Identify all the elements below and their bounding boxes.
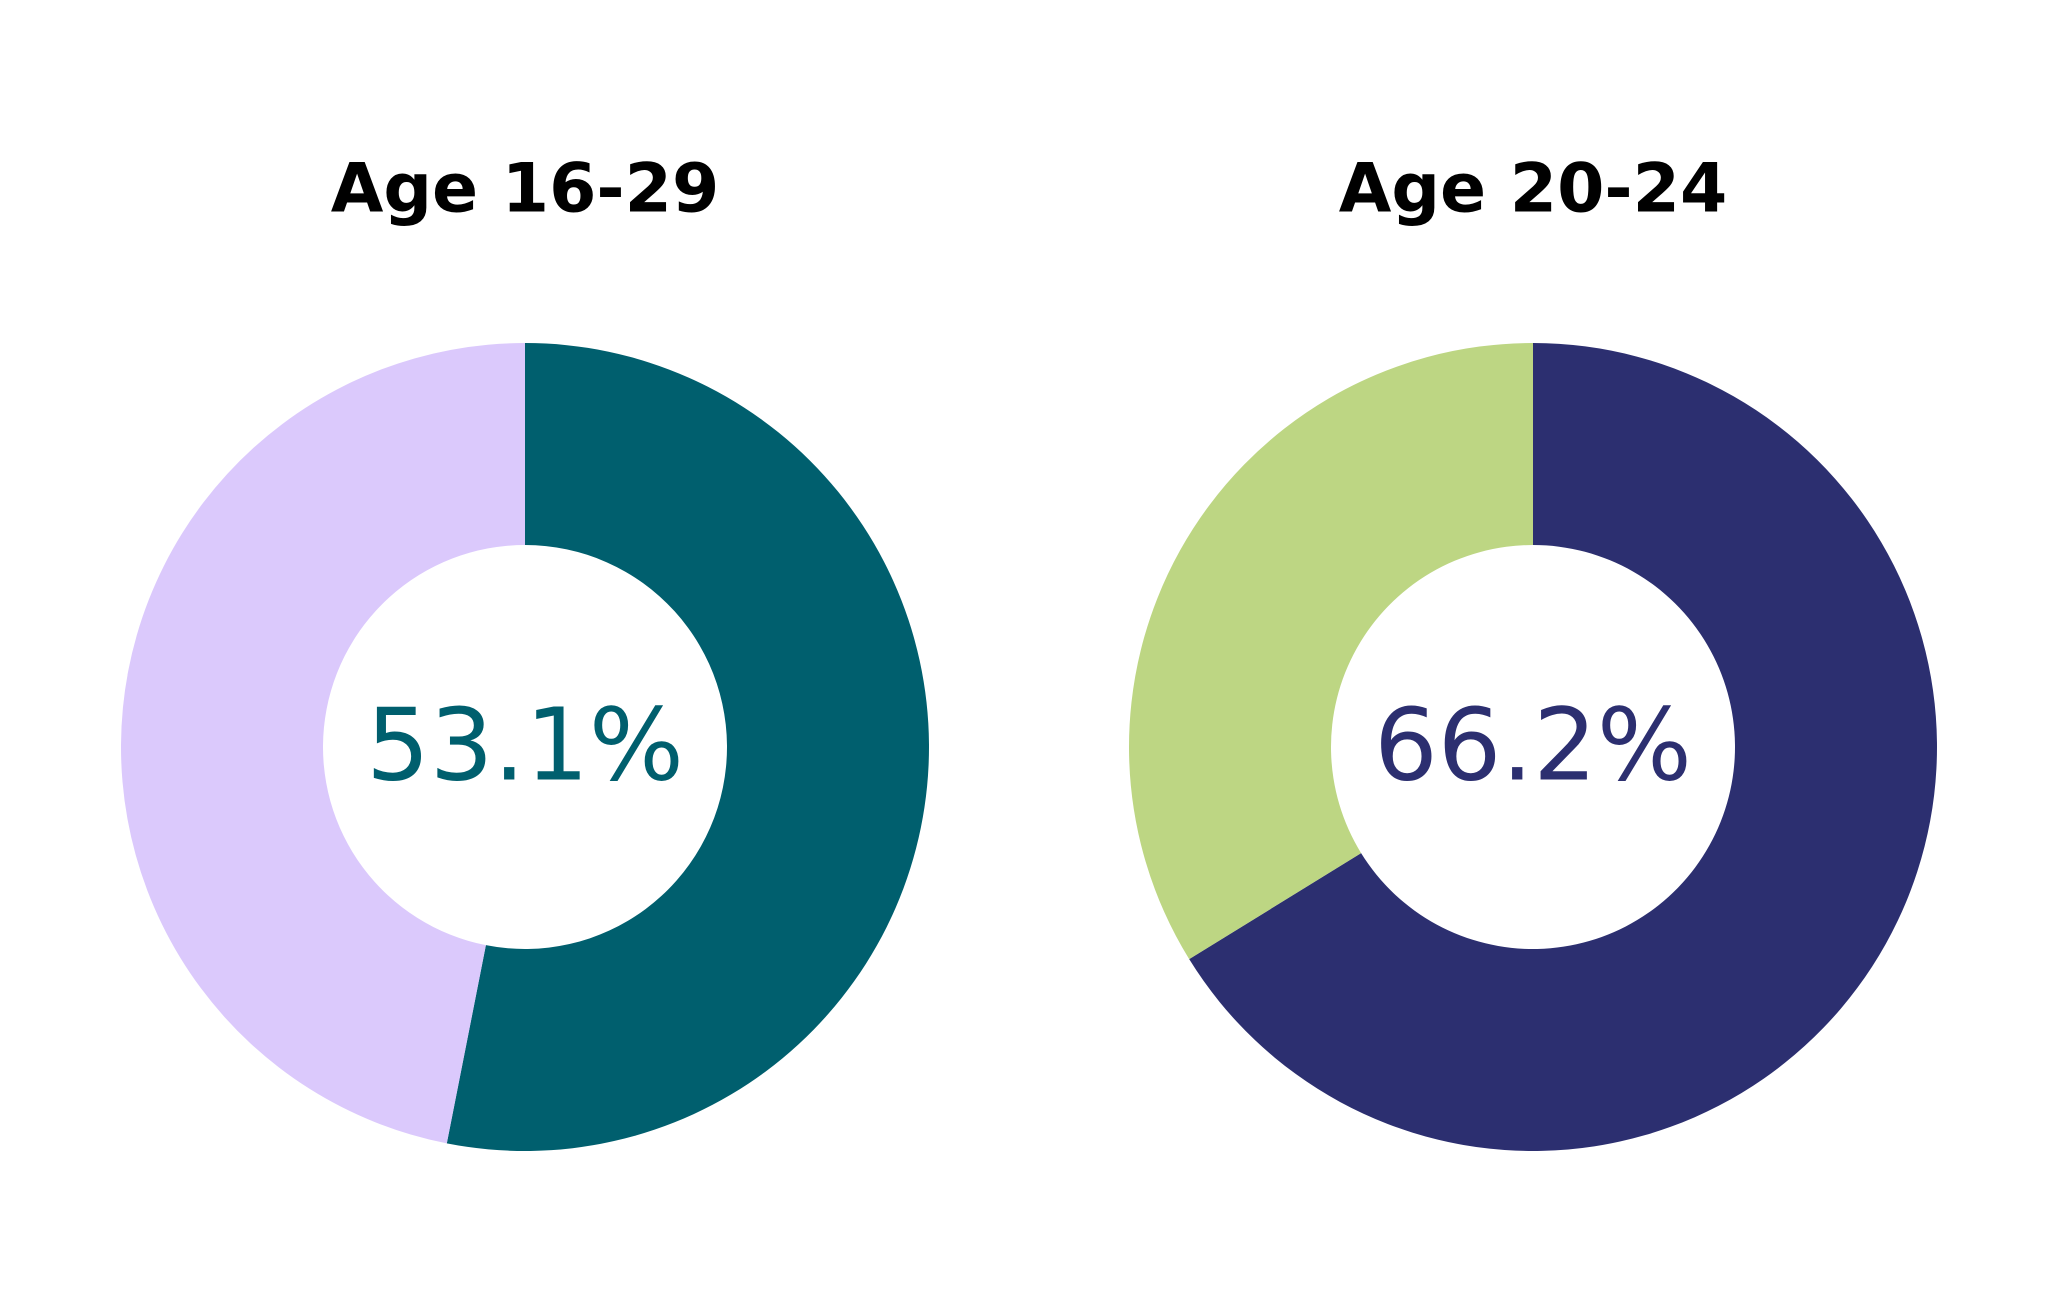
donut-segment <box>446 343 929 1151</box>
donut-segment <box>1189 343 1937 1151</box>
donut-segment <box>1129 343 1533 960</box>
donut-segment <box>120 343 526 1144</box>
chart-title: Age 16-29 <box>331 150 720 229</box>
center-label: 53.1% <box>366 686 684 803</box>
chart-title: Age 20-24 <box>1339 150 1728 229</box>
center-label: 66.2% <box>1374 686 1692 803</box>
